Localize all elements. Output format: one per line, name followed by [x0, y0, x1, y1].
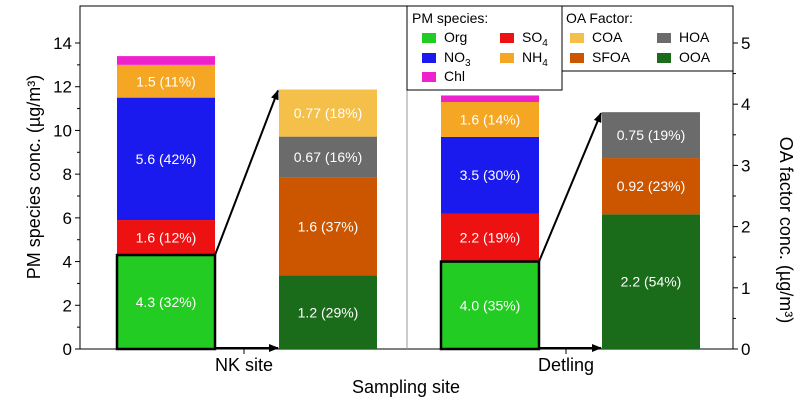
left-tick-label: 6 [63, 209, 72, 228]
right-tick-label: 2 [741, 218, 750, 237]
left-tick-label: 8 [63, 165, 72, 184]
legend-label-so4: SO4 [522, 29, 548, 49]
pm-bar-chl [117, 56, 215, 65]
right-tick-label: 5 [741, 34, 750, 53]
left-tick-label: 14 [53, 34, 72, 53]
org-outline [439, 260, 541, 351]
pm-bar-no3 [441, 136, 539, 214]
pm-bar-nh4 [117, 64, 215, 98]
legend-label-main: SO [522, 29, 542, 45]
oa-data-label: 1.2 (29%) [298, 304, 359, 320]
left-tick-label: 2 [63, 296, 72, 315]
oa-data-label: 0.77 (18%) [294, 105, 362, 121]
pm-bar-so4 [117, 220, 215, 256]
legend-swatch-no3 [422, 53, 436, 63]
pm-data-label: 4.0 (35%) [460, 297, 521, 313]
oa-bar-hoa [602, 112, 700, 159]
pm-data-label: 1.6 (12%) [136, 230, 197, 246]
legend-swatch-so4 [500, 33, 514, 43]
pm-data-label: 5.6 (42%) [136, 151, 197, 167]
legend-label-subscript: 4 [542, 58, 548, 69]
oa-data-label: 2.2 (54%) [621, 274, 682, 290]
left-tick-label: 0 [63, 340, 72, 359]
pm-data-label: 1.5 (11%) [136, 73, 196, 89]
legend-label-sfoa: SFOA [592, 49, 631, 65]
legend-label-main: Chl [444, 68, 465, 84]
legend-swatch-org [422, 33, 436, 43]
oa-bar-coa [279, 89, 377, 137]
oa-data-label: 0.92 (23%) [617, 178, 685, 194]
pm-bar-org [117, 255, 215, 349]
legend-oa-title: OA Factor: [566, 10, 633, 26]
right-tick-label: 1 [741, 279, 750, 298]
legend-oa-factor: OA Factor: COA HOA SFOA OOA [561, 5, 734, 72]
legend-pm-title: PM species: [412, 10, 488, 26]
legend-label-main: NH [522, 49, 542, 65]
org-outline [115, 253, 217, 351]
pm-bar-org [441, 261, 539, 349]
oa-bar-ooa [602, 214, 700, 349]
right-tick-label: 4 [741, 95, 750, 114]
legend-swatch-sfoa [570, 53, 584, 63]
oa-bar-sfoa [602, 158, 700, 215]
x-category-label: NK site [215, 355, 273, 375]
x-category-label: Detling [538, 355, 594, 375]
left-tick-label: 12 [53, 78, 72, 97]
legend-swatch-nh4 [500, 53, 514, 63]
left-tick-label: 4 [63, 253, 72, 272]
legend-swatch-coa [570, 33, 584, 43]
oa-data-label: 1.6 (37%) [298, 219, 359, 235]
legend-label-subscript: 3 [465, 58, 471, 69]
pm-data-label: 1.6 (14%) [460, 112, 521, 128]
oa-bar-sfoa [279, 177, 377, 276]
legend-swatch-ooa [657, 53, 671, 63]
legend-label-chl: Chl [444, 68, 465, 84]
right-axis-title: OA factor conc. (µg/m³) [776, 137, 796, 323]
arrow-to-oa-top [538, 112, 602, 262]
pm-bar-chl [441, 95, 539, 103]
pm-data-label: 2.2 (19%) [460, 230, 521, 246]
legend-label-nh4: NH4 [522, 49, 548, 69]
left-axis-title: PM species conc. (µg/m³) [24, 75, 44, 279]
legend-label-main: NO [444, 49, 465, 65]
legend-label-hoa: HOA [679, 29, 710, 45]
arrow-to-oa-top [214, 89, 279, 256]
pm-data-label: 3.5 (30%) [460, 167, 521, 183]
right-tick-label: 3 [741, 156, 750, 175]
pm-bar-so4 [441, 213, 539, 262]
legend-swatch-hoa [657, 33, 671, 43]
legend-oa-box [561, 5, 734, 72]
right-tick-label: 0 [741, 340, 750, 359]
oa-data-label: 0.75 (19%) [617, 127, 685, 143]
legend-label-coa: COA [592, 29, 623, 45]
legend-label-main: Org [444, 29, 467, 45]
pm-data-label: 4.3 (32%) [136, 294, 197, 310]
legend-label-ooa: OOA [679, 49, 711, 65]
oa-bar-hoa [279, 136, 377, 178]
left-axis: 0 2 4 6 8 10 12 14 [53, 34, 80, 359]
bars: 4.3 (32%) 1.6 (12%) 5.6 (42%) 1.5 (11%) 4.0 … [117, 56, 700, 349]
legend-swatch-chl [422, 72, 436, 82]
oa-bar-ooa [279, 275, 377, 349]
pm-bar-no3 [117, 97, 215, 221]
oa-data-label: 0.67 (16%) [294, 149, 362, 165]
legend-label-no3: NO3 [444, 49, 471, 69]
x-axis-title: Sampling site [352, 377, 460, 397]
connectors [115, 89, 602, 352]
legend-label-subscript: 4 [542, 38, 548, 49]
legend-label-org: Org [444, 29, 467, 45]
x-axis: NK site Detling [215, 349, 594, 375]
left-tick-label: 10 [53, 121, 72, 140]
right-axis: 0 1 2 3 4 5 [733, 34, 750, 359]
pm-bar-nh4 [441, 102, 539, 137]
